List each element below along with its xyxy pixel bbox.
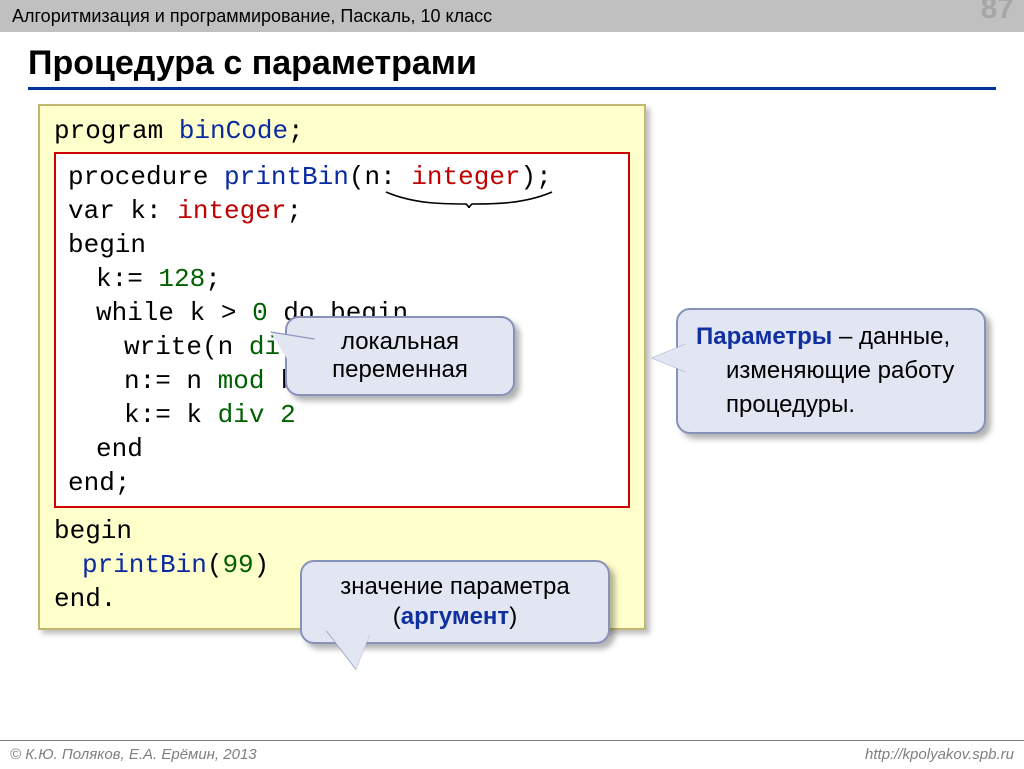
code-line-end-proc: end; — [68, 466, 616, 500]
callout-local-variable: локальная переменная — [285, 316, 515, 396]
callout-tail-icon — [322, 630, 370, 670]
callout-params-rest2: изменяющие работу — [696, 354, 966, 388]
callout-params-rest3: процедуры. — [696, 388, 966, 422]
kw-program: program — [54, 116, 163, 146]
code-line-program: program binCode; — [54, 114, 630, 148]
code-line-var: var k: integer; — [68, 194, 616, 228]
code-line-assign-k: k:= 128; — [68, 262, 616, 296]
lit-128: 128 — [158, 264, 205, 294]
kw-begin-1: begin — [68, 230, 146, 260]
kw-end-1: end — [96, 434, 143, 464]
callout-tail-icon — [652, 344, 686, 372]
kw-mod: mod — [218, 366, 265, 396]
callout-local-line1: локальная — [341, 328, 459, 355]
callout-arg-paren-open: ( — [393, 603, 401, 630]
kw-end-2: end; — [68, 468, 130, 498]
code-line-begin-proc: begin — [68, 228, 616, 262]
op-gt: > — [221, 298, 237, 328]
kw-begin-3: begin — [54, 516, 132, 546]
page-title: Процедура с параметрами — [28, 44, 996, 90]
breadcrumb: Алгоритмизация и программирование, Паска… — [12, 6, 492, 26]
id-program-name: binCode — [179, 116, 288, 146]
lit-0: 0 — [252, 298, 268, 328]
code-line-k-div: k:= k div 2 — [68, 398, 616, 432]
footer-bar: © К.Ю. Поляков, Е.А. Ерёмин, 2013 http:/… — [0, 740, 1024, 768]
callout-argument: значение параметра (аргумент) — [300, 560, 610, 644]
code-line-procedure: procedure printBin(n: integer); — [68, 160, 616, 194]
footer-url: http://kpolyakov.spb.ru — [865, 741, 1014, 769]
kw-var: var — [68, 196, 115, 226]
kw-type-int-2: integer — [177, 196, 286, 226]
id-var-name: k — [130, 196, 146, 226]
code-line-end-inner: end — [68, 432, 616, 466]
id-write: write — [124, 332, 202, 362]
code-line-main-begin: begin — [54, 514, 630, 548]
kw-procedure: procedure — [68, 162, 208, 192]
callout-parameters: Параметры – данные, изменяющие работу пр… — [676, 308, 986, 434]
callout-params-rest1: – данные, — [832, 323, 950, 350]
id-k-2: k — [190, 298, 206, 328]
callout-arg-term: аргумент — [401, 603, 509, 630]
callout-arg-paren-close: ) — [509, 603, 517, 630]
page-number: 87 — [981, 0, 1014, 26]
id-proc-name: printBin — [224, 162, 349, 192]
id-n-2: n — [124, 366, 140, 396]
callout-local-line2: переменная — [332, 356, 468, 383]
header-bar: Алгоритмизация и программирование, Паска… — [0, 0, 1024, 32]
id-n-1: n — [218, 332, 234, 362]
id-k-6: k — [186, 400, 202, 430]
lit-2: 2 — [280, 400, 296, 430]
footer-copyright: © К.Ю. Поляков, Е.А. Ерёмин, 2013 — [10, 746, 257, 763]
id-call-name: printBin — [82, 550, 207, 580]
kw-while: while — [96, 298, 174, 328]
kw-type-int-1: integer — [411, 162, 520, 192]
kw-end-3: end. — [54, 584, 116, 614]
callout-params-term: Параметры — [696, 323, 832, 350]
lit-99: 99 — [222, 550, 253, 580]
callout-arg-line1: значение параметра — [340, 573, 569, 600]
id-n-3: n — [186, 366, 202, 396]
id-k: k — [96, 264, 112, 294]
kw-div-2: div — [218, 400, 265, 430]
id-param-name: n — [364, 162, 380, 192]
id-k-5: k — [124, 400, 140, 430]
